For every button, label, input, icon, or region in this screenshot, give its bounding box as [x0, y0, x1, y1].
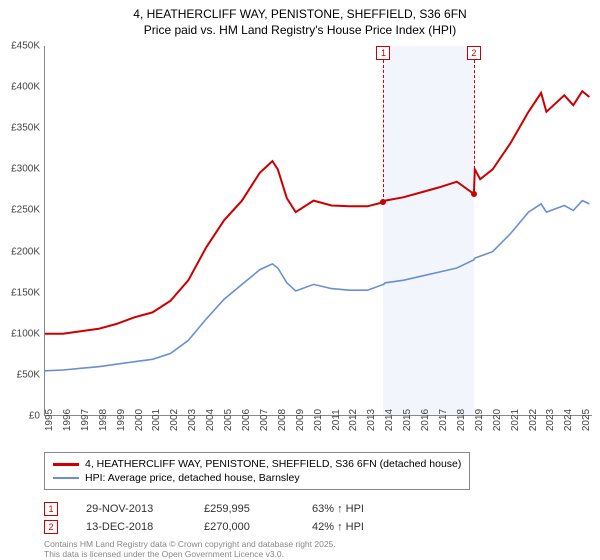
series-hpi-line [45, 201, 589, 371]
sale-price-2: £270,000 [204, 521, 284, 533]
sale-delta-2: 42% ↑ HPI [312, 521, 364, 533]
xtick-label: 2008 [277, 409, 288, 431]
sale-price-1: £259,995 [204, 503, 284, 515]
sale-dot [380, 199, 386, 205]
xtick-label: 2021 [510, 409, 521, 431]
xtick-label: 2000 [134, 409, 145, 431]
xtick-label: 1995 [44, 409, 55, 431]
attribution-line2: This data is licensed under the Open Gov… [44, 550, 336, 560]
xtick-label: 2022 [528, 409, 539, 431]
legend-swatch-hpi [53, 477, 79, 479]
xtick-label: 2017 [438, 409, 449, 431]
sale-marker-line [383, 60, 384, 202]
attribution: Contains HM Land Registry data © Crown c… [44, 540, 336, 560]
xtick-label: 2024 [563, 409, 574, 431]
xtick-label: 2015 [402, 409, 413, 431]
legend-label-property: 4, HEATHERCLIFF WAY, PENISTONE, SHEFFIEL… [85, 458, 461, 470]
ytick-label: £450K [11, 41, 40, 52]
xtick-label: 1997 [80, 409, 91, 431]
sale-date-2: 13-DEC-2018 [86, 521, 176, 533]
legend: 4, HEATHERCLIFF WAY, PENISTONE, SHEFFIEL… [44, 452, 470, 490]
xtick-label: 2003 [187, 409, 198, 431]
xtick-label: 2016 [420, 409, 431, 431]
sale-marker-box: 2 [467, 46, 481, 60]
title-line1: 4, HEATHERCLIFF WAY, PENISTONE, SHEFFIEL… [0, 6, 600, 22]
legend-row-hpi: HPI: Average price, detached house, Barn… [53, 471, 461, 485]
ytick-label: £400K [11, 82, 40, 93]
sale-row-1: 1 29-NOV-2013 £259,995 63% ↑ HPI [44, 500, 364, 518]
ytick-label: £300K [11, 164, 40, 175]
ytick-label: £150K [11, 287, 40, 298]
xtick-label: 2012 [348, 409, 359, 431]
xtick-label: 1996 [62, 409, 73, 431]
ytick-label: £250K [11, 205, 40, 216]
ytick-label: £0 [29, 411, 40, 422]
xtick-label: 2019 [474, 409, 485, 431]
xtick-label: 2013 [366, 409, 377, 431]
sale-marker-box: 1 [376, 46, 390, 60]
legend-label-hpi: HPI: Average price, detached house, Barn… [85, 472, 300, 484]
xtick-label: 2006 [241, 409, 252, 431]
xtick-label: 2011 [331, 409, 342, 431]
sale-row-2: 2 13-DEC-2018 £270,000 42% ↑ HPI [44, 518, 364, 536]
sales-table: 1 29-NOV-2013 £259,995 63% ↑ HPI 2 13-DE… [44, 500, 364, 536]
legend-swatch-property [53, 463, 79, 466]
chart-area: 12 [44, 46, 592, 416]
xtick-label: 2014 [384, 409, 395, 431]
xtick-label: 1999 [116, 409, 127, 431]
xtick-label: 2002 [169, 409, 180, 431]
xtick-label: 2009 [295, 409, 306, 431]
sale-date-1: 29-NOV-2013 [86, 503, 176, 515]
sale-marker-1: 1 [44, 502, 58, 516]
xtick-label: 2023 [545, 409, 556, 431]
ytick-label: £350K [11, 123, 40, 134]
chart-svg [45, 46, 592, 415]
sale-marker-2: 2 [44, 520, 58, 534]
xtick-label: 2001 [151, 409, 162, 431]
series-property-line [45, 91, 589, 334]
xtick-label: 2025 [581, 409, 592, 431]
xtick-label: 2010 [313, 409, 324, 431]
ytick-label: £100K [11, 328, 40, 339]
xtick-label: 2005 [223, 409, 234, 431]
title-line2: Price paid vs. HM Land Registry's House … [0, 22, 600, 38]
legend-row-property: 4, HEATHERCLIFF WAY, PENISTONE, SHEFFIEL… [53, 457, 461, 471]
sale-dot [471, 191, 477, 197]
xtick-label: 2020 [492, 409, 503, 431]
xtick-label: 2004 [205, 409, 216, 431]
xtick-label: 2007 [259, 409, 270, 431]
title-block: 4, HEATHERCLIFF WAY, PENISTONE, SHEFFIEL… [0, 0, 600, 38]
ytick-label: £50K [17, 369, 40, 380]
ytick-label: £200K [11, 246, 40, 257]
xtick-label: 1998 [98, 409, 109, 431]
sale-marker-line [474, 60, 475, 194]
xtick-label: 2018 [456, 409, 467, 431]
sale-delta-1: 63% ↑ HPI [312, 503, 364, 515]
chart-container: 4, HEATHERCLIFF WAY, PENISTONE, SHEFFIEL… [0, 0, 600, 560]
